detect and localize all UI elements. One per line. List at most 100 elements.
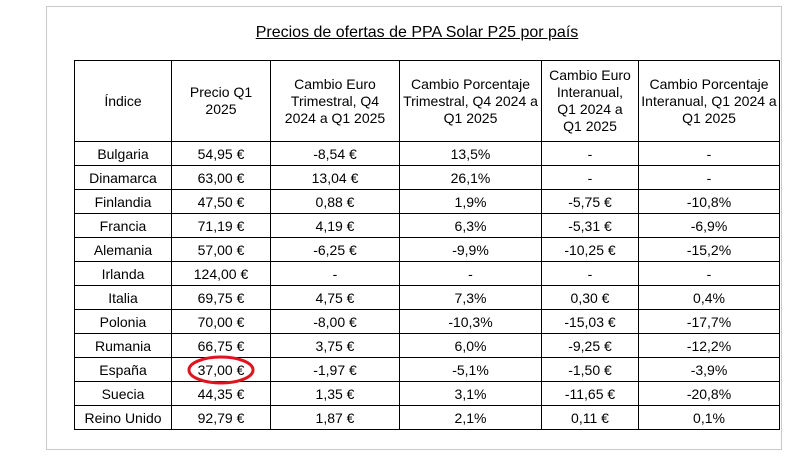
cell-pct-change-yearly: - bbox=[638, 141, 780, 166]
cell-text: 92,79 € bbox=[197, 409, 245, 426]
table-row: Dinamarca 63,00 € 13,04 € 26,1% - - bbox=[74, 165, 780, 190]
cell-euro-change-quarterly: - bbox=[270, 261, 400, 286]
page-title: Precios de ofertas de PPA Solar P25 por … bbox=[255, 24, 579, 41]
cell-pct-change-quarterly: -9,9% bbox=[399, 237, 542, 262]
cell-price: 63,00 € bbox=[171, 165, 271, 190]
cell-text: 37,00 € bbox=[197, 361, 245, 378]
cell-text: - bbox=[587, 265, 593, 282]
cell-price: 70,00 € bbox=[171, 309, 271, 334]
cell-text: 54,95 € bbox=[197, 145, 245, 162]
cell-text: -5,1% bbox=[452, 361, 489, 378]
cell-text: - bbox=[468, 265, 473, 282]
cell-country: Reino Unido bbox=[74, 405, 172, 430]
cell-euro-change-yearly: - bbox=[541, 141, 639, 166]
cell-text: -1,97 € bbox=[313, 361, 357, 378]
cell-country: Rumania bbox=[74, 333, 172, 358]
cell-text: 1,9% bbox=[454, 193, 487, 210]
table-row: Alemania 57,00 € -6,25 € -9,9% -10,25 € -15,2… bbox=[74, 237, 780, 262]
cell-euro-change-yearly: -11,65 € bbox=[541, 381, 639, 406]
table-body: Bulgaria 54,95 € -8,54 € 13,5% - - Dinamarca 63… bbox=[74, 141, 780, 430]
cell-price: 69,75 € bbox=[171, 285, 271, 310]
cell-text: -9,9% bbox=[452, 241, 489, 258]
cell-euro-change-quarterly: 4,75 € bbox=[270, 285, 400, 310]
cell-text: 0,11 € bbox=[571, 409, 609, 426]
cell-country: Bulgaria bbox=[74, 141, 172, 166]
cell-price: 54,95 € bbox=[171, 141, 271, 166]
cell-country: Alemania bbox=[74, 237, 172, 262]
cell-euro-change-yearly: 0,11 € bbox=[541, 405, 639, 430]
table-row: Finlandia 47,50 € 0,88 € 1,9% -5,75 € -10,8% bbox=[74, 189, 780, 214]
cell-text: 3,1% bbox=[454, 385, 487, 402]
cell-text: -6,9% bbox=[690, 217, 728, 234]
cell-pct-change-quarterly: 1,9% bbox=[399, 189, 542, 214]
cell-pct-change-yearly: - bbox=[638, 165, 780, 190]
cell-country: Dinamarca bbox=[74, 165, 172, 190]
cell-text: 69,75 € bbox=[197, 289, 245, 306]
cell-text: -10,8% bbox=[686, 193, 732, 210]
cell-euro-change-yearly: 0,30 € bbox=[541, 285, 639, 310]
cell-euro-change-quarterly: 1,87 € bbox=[270, 405, 400, 430]
cell-euro-change-yearly: -10,25 € bbox=[541, 237, 639, 262]
cell-pct-change-quarterly: -10,3% bbox=[399, 309, 542, 334]
cell-text: -5,31 € bbox=[568, 217, 612, 234]
cell-text: -3,9% bbox=[690, 361, 728, 378]
cell-country: Francia bbox=[74, 213, 172, 238]
cell-text: 6,0% bbox=[454, 337, 487, 354]
cell-text: Bulgaria bbox=[97, 145, 149, 162]
cell-pct-change-yearly: -3,9% bbox=[638, 357, 780, 382]
cell-text: -15,2% bbox=[686, 241, 732, 258]
cell-pct-change-quarterly: 26,1% bbox=[399, 165, 542, 190]
cell-euro-change-quarterly: -6,25 € bbox=[270, 237, 400, 262]
table-row: Rumania 66,75 € 3,75 € 6,0% -9,25 € -12,2% bbox=[74, 333, 780, 358]
cell-country: Finlandia bbox=[74, 189, 172, 214]
cell-text: -17,7% bbox=[686, 313, 732, 330]
table-row: Bulgaria 54,95 € -8,54 € 13,5% - - bbox=[74, 141, 780, 166]
cell-text: -5,75 € bbox=[568, 193, 612, 210]
cell-text: - bbox=[706, 145, 712, 162]
cell-euro-change-quarterly: 1,35 € bbox=[270, 381, 400, 406]
cell-pct-change-quarterly: 13,5% bbox=[399, 141, 542, 166]
header-precio: Precio Q1 2025 bbox=[171, 60, 271, 142]
cell-price: 57,00 € bbox=[171, 237, 271, 262]
table-row: Reino Unido 92,79 € 1,87 € 2,1% 0,11 € 0,1% bbox=[74, 405, 780, 430]
header-indice: Índice bbox=[74, 60, 172, 142]
cell-pct-change-quarterly: 6,0% bbox=[399, 333, 542, 358]
cell-price: 44,35 € bbox=[171, 381, 271, 406]
cell-country: Polonia bbox=[74, 309, 172, 334]
header-cambio-porcentaje-interanual: Cambio Porcentaje Interanual, Q1 2024 a … bbox=[638, 60, 780, 142]
cell-text: Dinamarca bbox=[89, 169, 157, 186]
cell-text: 26,1% bbox=[450, 169, 491, 186]
cell-text: - bbox=[587, 145, 593, 162]
cell-text: 4,19 € bbox=[315, 217, 355, 234]
cell-pct-change-yearly: -6,9% bbox=[638, 213, 780, 238]
cell-country: Irlanda bbox=[74, 261, 172, 286]
cell-pct-change-yearly: - bbox=[638, 261, 780, 286]
cell-euro-change-yearly: - bbox=[541, 261, 639, 286]
cell-euro-change-quarterly: 13,04 € bbox=[270, 165, 400, 190]
cell-price: 37,00 € bbox=[171, 355, 271, 384]
cell-pct-change-yearly: 0,4% bbox=[638, 285, 780, 310]
cell-text: 13,04 € bbox=[311, 169, 359, 186]
cell-euro-change-yearly: -5,31 € bbox=[541, 213, 639, 238]
cell-text: -6,25 € bbox=[313, 241, 357, 258]
cell-pct-change-yearly: -10,8% bbox=[638, 189, 780, 214]
price-table: Índice Precio Q1 2025 Cambio Euro Trimes… bbox=[74, 60, 780, 430]
cell-text: Reino Unido bbox=[84, 409, 162, 426]
header-cambio-euro-trimestral: Cambio Euro Trimestral, Q4 2024 a Q1 202… bbox=[270, 60, 400, 142]
table-row: Italia 69,75 € 4,75 € 7,3% 0,30 € 0,4% bbox=[74, 285, 780, 310]
cell-price: 124,00 € bbox=[171, 261, 271, 286]
cell-text: Alemania bbox=[93, 241, 153, 258]
cell-pct-change-quarterly: 2,1% bbox=[399, 405, 542, 430]
cell-text: 1,87 € bbox=[315, 409, 355, 426]
cell-text: -9,25 € bbox=[568, 337, 612, 354]
cell-price: 47,50 € bbox=[171, 189, 271, 214]
cell-euro-change-yearly: -15,03 € bbox=[541, 309, 639, 334]
cell-price: 66,75 € bbox=[171, 333, 271, 358]
cell-pct-change-quarterly: 7,3% bbox=[399, 285, 542, 310]
cell-text: -20,8% bbox=[686, 385, 732, 402]
cell-text: 63,00 € bbox=[197, 169, 245, 186]
table-row: Suecia 44,35 € 1,35 € 3,1% -11,65 € -20,8% bbox=[74, 381, 780, 406]
cell-text: 7,3% bbox=[454, 289, 487, 306]
header-cambio-euro-interanual: Cambio Euro Interanual, Q1 2024 a Q1 202… bbox=[541, 60, 639, 142]
cell-pct-change-yearly: -17,7% bbox=[638, 309, 780, 334]
